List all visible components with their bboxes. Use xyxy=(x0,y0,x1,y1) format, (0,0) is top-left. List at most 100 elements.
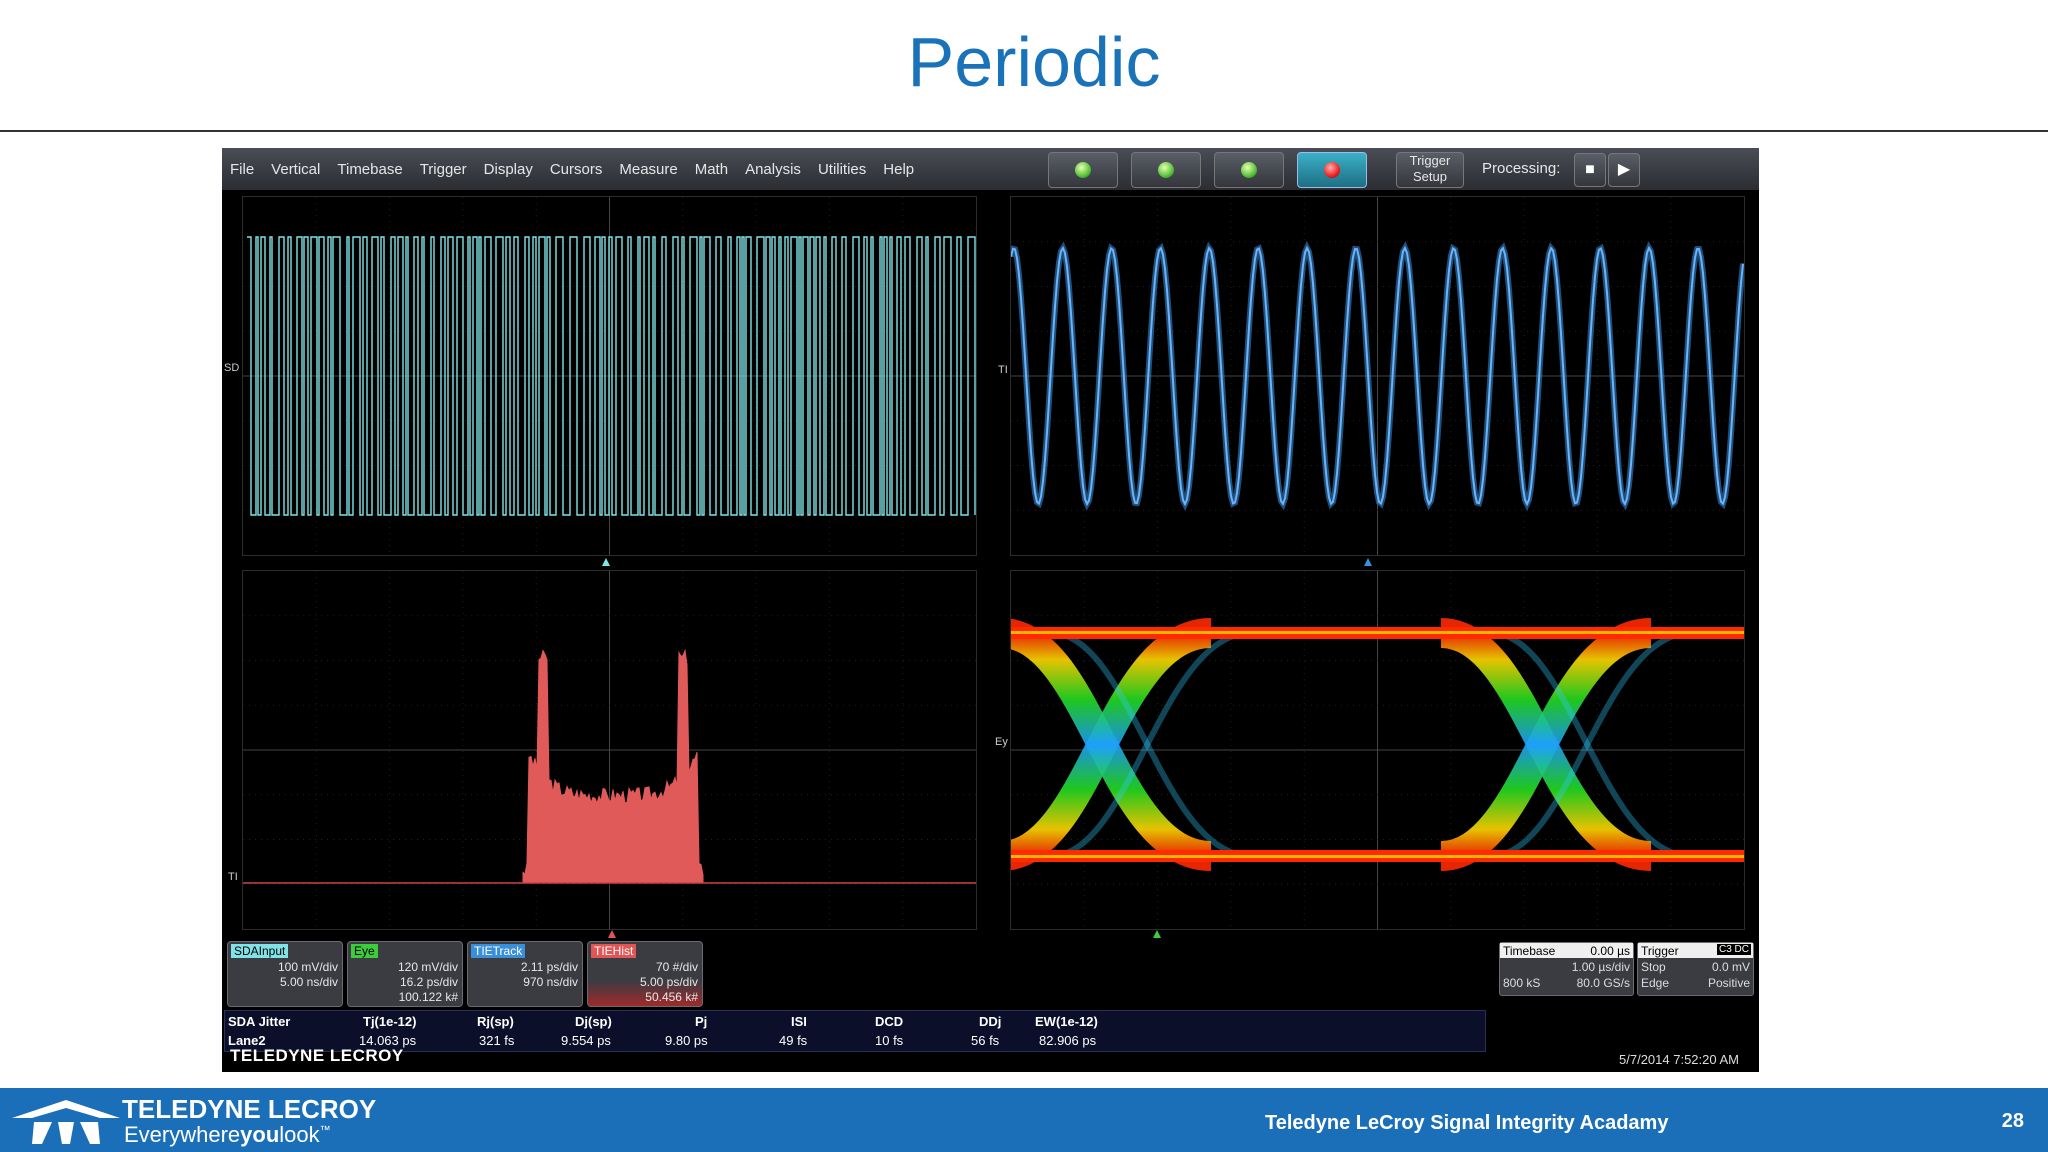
menu-cursors[interactable]: Cursors xyxy=(549,160,603,178)
meas-value-dj: 9.554 ps xyxy=(561,1033,611,1048)
stop-trigger-button[interactable] xyxy=(1297,152,1367,188)
auto-trigger-icon xyxy=(1075,162,1091,178)
meas-header-dcd: DCD xyxy=(875,1014,904,1029)
tie-histogram-grid[interactable] xyxy=(242,570,977,930)
stop-icon: ■ xyxy=(1585,161,1595,178)
tie-histogram-plot xyxy=(243,571,976,929)
tie-track-grid[interactable] xyxy=(1010,196,1745,556)
eye-count: 100.122 k# xyxy=(398,990,458,1004)
meas-row-name: Lane2 xyxy=(228,1033,266,1048)
sda-input-grid[interactable] xyxy=(242,196,977,556)
menu-timebase[interactable]: Timebase xyxy=(337,160,403,178)
eye-vdiv: 120 mV/div xyxy=(397,960,458,974)
title-divider xyxy=(0,130,2048,132)
timebase-title: Timebase xyxy=(1503,944,1556,958)
tietrack-tag: TIETrack xyxy=(471,944,526,958)
scope-timestamp: 5/7/2014 7:52:20 AM xyxy=(1619,1052,1739,1067)
menu-file[interactable]: File xyxy=(230,160,255,178)
tagline-part-3: look xyxy=(279,1122,320,1147)
meas-header-isi: ISI xyxy=(791,1014,807,1029)
normal-trigger-button[interactable] xyxy=(1131,152,1201,188)
play-icon: ▶ xyxy=(1617,161,1631,178)
footer-academy: Teledyne LeCroy Signal Integrity Acadamy xyxy=(1265,1112,1669,1134)
trigger-setup-label-2: Setup xyxy=(1413,169,1447,184)
eye-diagram-plot xyxy=(1011,571,1744,929)
trigger-source-badge: C3 DC xyxy=(1716,944,1751,955)
page-number: 28 xyxy=(2001,1110,2024,1132)
menu-measure[interactable]: Measure xyxy=(619,160,678,178)
tiehist-descriptor[interactable]: TIEHist 70 #/div 5.00 ps/div 50.456 k# xyxy=(587,941,703,1007)
trigger-header: Trigger C3 DC xyxy=(1638,943,1753,958)
eye-trigger-marker xyxy=(1153,930,1161,938)
trigger-mode: Stop xyxy=(1641,960,1666,974)
eye-channel-marker: Ey xyxy=(995,736,1008,748)
slide-title: Periodic xyxy=(907,23,1161,101)
sdainput-descriptor[interactable]: SDAInput 100 mV/div 5.00 ns/div xyxy=(227,941,343,1007)
tietrack-descriptor[interactable]: TIETrack 2.11 ps/div 970 ns/div xyxy=(467,941,583,1007)
tiehist-count: 50.456 k# xyxy=(645,990,698,1004)
tagline-trademark: ™ xyxy=(319,1124,331,1137)
tiehist-trigger-marker xyxy=(608,930,616,938)
tietrack-vdiv: 2.11 ps/div xyxy=(520,960,578,974)
timebase-samples: 800 kS xyxy=(1503,976,1541,990)
meas-header-ddj: DDj xyxy=(979,1014,1002,1029)
meas-value-pj: 9.80 ps xyxy=(665,1033,708,1048)
trigger-title: Trigger xyxy=(1641,944,1679,958)
eye-descriptor[interactable]: Eye 120 mV/div 16.2 ps/div 100.122 k# xyxy=(347,941,463,1007)
tagline-part-2: you xyxy=(240,1122,280,1147)
teledyne-logo-icon xyxy=(12,1100,120,1144)
single-trigger-button[interactable] xyxy=(1214,152,1284,188)
eye-diagram-grid[interactable] xyxy=(1010,570,1745,930)
meas-value-isi: 49 fs xyxy=(779,1033,808,1048)
trigger-descriptor[interactable]: Trigger C3 DC Stop 0.0 mV Edge Positive xyxy=(1637,942,1754,996)
menu-utilities[interactable]: Utilities xyxy=(817,160,867,178)
auto-trigger-button[interactable] xyxy=(1048,152,1118,188)
menu-bar: File Vertical Timebase Trigger Display C… xyxy=(222,148,1759,190)
tiehist-tdiv: 5.00 ps/div xyxy=(639,975,698,989)
tietrack-channel-marker: TI xyxy=(998,364,1008,376)
meas-header-rj: Rj(sp) xyxy=(477,1014,514,1029)
slide-footer: TELEDYNE LECROY Everywhereyoulook™ Teled… xyxy=(0,1088,2048,1152)
sda-trigger-marker xyxy=(602,558,610,566)
trigger-setup-label-1: Trigger xyxy=(1409,153,1451,168)
timebase-header: Timebase 0.00 µs xyxy=(1500,943,1633,958)
trigger-slope: Positive xyxy=(1707,976,1750,990)
eye-tdiv: 16.2 ps/div xyxy=(399,975,458,989)
meas-value-ew: 82.906 ps xyxy=(1039,1033,1097,1048)
meas-value-tj: 14.063 ps xyxy=(359,1033,417,1048)
meas-header-dj: Dj(sp) xyxy=(575,1014,612,1029)
sda-input-waveform xyxy=(243,197,976,555)
meas-header-tj: Tj(1e-12) xyxy=(363,1014,417,1029)
sdainput-tag: SDAInput xyxy=(231,944,289,958)
measurement-table: SDA Jitter Tj(1e-12) Rj(sp) Dj(sp) Pj IS… xyxy=(224,1010,1486,1052)
tiehist-tag: TIEHist xyxy=(591,944,637,958)
menu-math[interactable]: Math xyxy=(694,160,729,178)
normal-trigger-icon xyxy=(1158,162,1174,178)
single-trigger-icon xyxy=(1241,162,1257,178)
run-processing-button[interactable]: ▶ xyxy=(1608,153,1640,187)
processing-label: Processing: xyxy=(1482,160,1561,177)
menu-analysis[interactable]: Analysis xyxy=(745,160,801,178)
eye-tag: Eye xyxy=(351,944,378,958)
sdainput-tdiv: 5.00 ns/div xyxy=(279,975,338,989)
tiehist-vdiv: 70 #/div xyxy=(655,960,698,974)
timebase-per-div: 1.00 µs/div xyxy=(1571,960,1630,974)
menu-vertical[interactable]: Vertical xyxy=(271,160,321,178)
footer-brand-name: TELEDYNE LECROY xyxy=(122,1094,377,1124)
menu-trigger[interactable]: Trigger xyxy=(419,160,467,178)
trigger-setup-button[interactable]: Trigger Setup xyxy=(1396,152,1464,188)
meas-value-ddj: 56 fs xyxy=(971,1033,1000,1048)
meas-header-ew: EW(1e-12) xyxy=(1035,1014,1098,1029)
oscilloscope-screen: File Vertical Timebase Trigger Display C… xyxy=(222,148,1759,1072)
footer-tagline: Everywhereyoulook™ xyxy=(124,1122,331,1148)
stop-trigger-icon xyxy=(1324,162,1340,178)
timebase-descriptor[interactable]: Timebase 0.00 µs 1.00 µs/div 800 kS 80.0… xyxy=(1499,942,1634,996)
menu-list: File Vertical Timebase Trigger Display C… xyxy=(230,148,914,190)
menu-display[interactable]: Display xyxy=(483,160,533,178)
menu-help[interactable]: Help xyxy=(883,160,915,178)
sda-channel-marker: SD xyxy=(224,362,240,374)
meas-value-dcd: 10 fs xyxy=(875,1033,904,1048)
tietrack-tdiv: 970 ns/div xyxy=(523,975,578,989)
stop-processing-button[interactable]: ■ xyxy=(1574,153,1606,187)
tagline-part-1: Everywhere xyxy=(124,1122,241,1147)
